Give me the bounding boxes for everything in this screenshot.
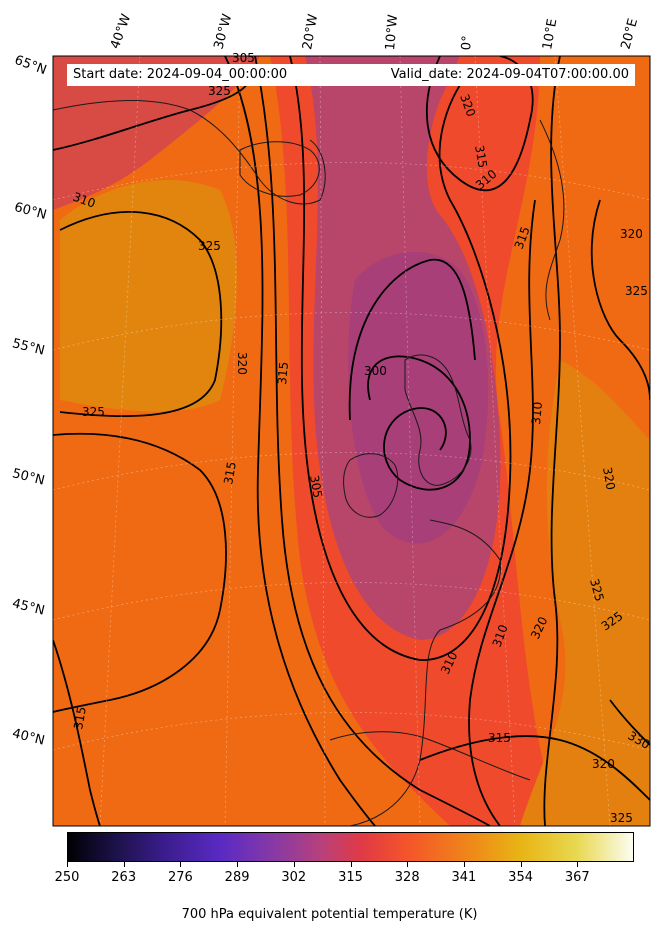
contour-label: 325 [625, 284, 648, 298]
contour-label: 315 [488, 731, 511, 745]
cold-core-region [348, 251, 489, 544]
colorbar-tick-label: 263 [111, 870, 137, 885]
valid-date-label: Valid_date: 2024-09-04T07:00:00.00 [390, 67, 629, 82]
contour-label: 325 [208, 84, 231, 98]
contour-320a [224, 56, 376, 826]
contour-label: 310 [529, 401, 545, 425]
colorbar-tick-label: 302 [281, 870, 307, 885]
great-britain-coast [404, 354, 472, 486]
coastlines [53, 100, 565, 826]
colorbar-tick [350, 862, 352, 867]
colorbar-tick [293, 862, 295, 867]
contour-lines [53, 56, 650, 826]
contour-300 [367, 355, 471, 491]
colorbar-tick [520, 862, 522, 867]
warm-pool-west [60, 180, 237, 412]
colorbar-tick [407, 862, 409, 867]
contour-label: 315 [71, 706, 89, 731]
contour-label: 315 [472, 144, 490, 169]
arctic-cold-region [53, 56, 260, 210]
colorbar [67, 832, 634, 862]
contour-label: 320 [592, 757, 615, 771]
contour-315c [53, 639, 101, 826]
contour-label: 305 [307, 474, 325, 499]
france-spain-coast [349, 519, 501, 826]
longitude-label: 0° [459, 34, 476, 51]
colorbar-tick-label: 315 [338, 870, 363, 885]
contour-label: 315 [221, 461, 239, 486]
colorbar-tick-label: 341 [451, 870, 477, 885]
contour-310c [468, 199, 536, 826]
contour-label: 325 [198, 239, 221, 253]
greenland-coast [53, 100, 326, 205]
contour-310a [348, 258, 476, 421]
contour-325c [53, 432, 227, 713]
colorbar-tick-label: 289 [224, 870, 250, 885]
contour-label: 325 [82, 405, 105, 419]
contour-label: 320 [620, 227, 643, 241]
colorbar-tick-label: 328 [394, 870, 420, 885]
map-frame [52, 55, 651, 827]
contour-320b [590, 199, 650, 401]
contour-label: 325 [610, 811, 633, 825]
longitude-label: 10°W [383, 13, 402, 51]
colorbar-tick [237, 862, 239, 867]
colorbar-tick [577, 862, 579, 867]
info-bar: Start date: 2024-09-04_00:00:00 Valid_da… [67, 64, 635, 86]
contour-315a [254, 56, 491, 826]
colorbar-tick [123, 862, 125, 867]
contour-label: 300 [364, 364, 387, 378]
graticule [53, 56, 650, 826]
contour-label: 325 [587, 577, 606, 603]
start-date-label: Start date: 2024-09-04_00:00:00 [73, 67, 288, 82]
colorbar-tick-label: 250 [54, 870, 80, 885]
north-africa-coast [329, 731, 531, 781]
colorbar-tick [463, 862, 465, 867]
contour-label: 315 [275, 361, 291, 385]
iceland-coast [239, 141, 320, 197]
contour-325a [53, 79, 251, 151]
colorbar-tick [67, 862, 68, 867]
contour-label: 320 [600, 466, 618, 491]
contour-315b [543, 56, 561, 826]
contour-label: 305 [232, 51, 255, 65]
contour-label: 320 [235, 352, 249, 375]
colorbar-tick [180, 862, 182, 867]
colorbar-tick-label: 367 [564, 870, 590, 885]
contour-330 [609, 699, 650, 746]
contour-305 [289, 56, 512, 661]
contour-325d [419, 735, 650, 801]
norway-coast [539, 119, 565, 321]
colorbar-title: 700 hPa equivalent potential temperature… [181, 907, 478, 922]
contour-325b [59, 211, 223, 418]
colorbar-tick-label: 276 [167, 870, 193, 885]
ireland-coast [343, 453, 399, 518]
colorbar-tick-label: 354 [508, 870, 534, 885]
